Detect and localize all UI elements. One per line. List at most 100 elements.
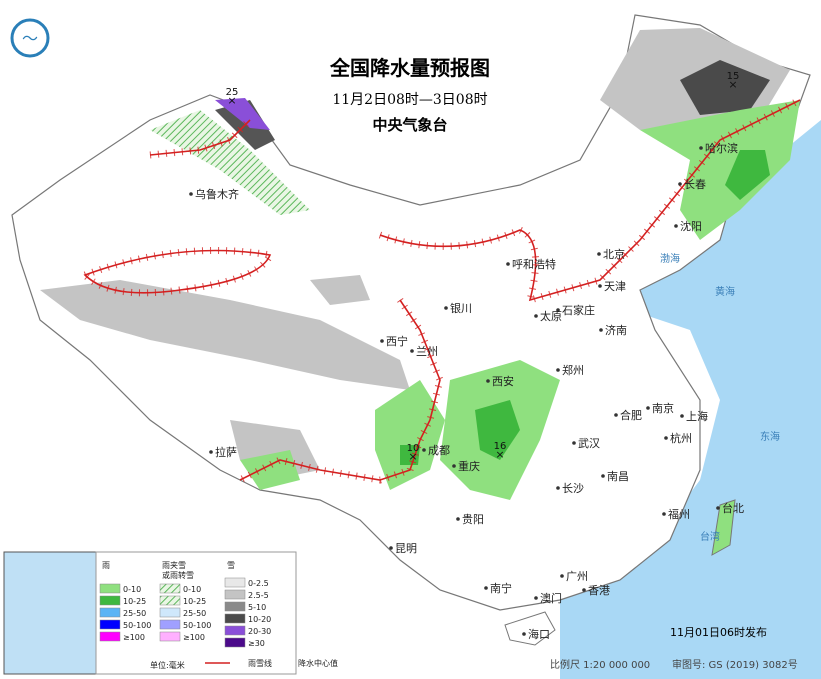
sea-label: 台湾 [700,530,720,543]
city-label: 南京 [652,401,674,415]
legend-swatch [224,637,246,648]
center-x: × [227,94,236,107]
legend-label: ≥100 [123,633,145,642]
city-label: 广州 [566,570,588,583]
city-label: 西安 [492,374,514,388]
city-dot [599,328,603,332]
logo [10,18,50,58]
city-label: 拉萨 [215,445,237,459]
city-dot [556,368,560,372]
city-dot [716,506,720,510]
city-label: 台北 [722,501,744,515]
city-dot [444,306,448,310]
legend-swatch [224,601,246,612]
legend-label: 0-10 [183,585,201,594]
city-dot [598,284,602,288]
city-label: 沈阳 [680,219,702,233]
legend-swatch [159,607,181,618]
city-label: 太原 [540,310,562,323]
city-dot [678,182,682,186]
taiwan [711,499,736,556]
city-dot [680,414,684,418]
legend-title: 雨夹雪 [162,560,186,570]
center-value: 10 [407,443,420,454]
legend-swatch [159,595,181,606]
city-label: 乌鲁木齐 [195,187,239,201]
legend-swatch [99,607,121,618]
city-dot [389,546,393,550]
legend-swatch [159,619,181,630]
city-label: 武汉 [578,437,600,450]
city-dot [522,632,526,636]
legend-box [95,551,297,675]
city-dot [506,262,510,266]
legend-swatch [99,583,121,594]
city-label: 长沙 [562,482,584,495]
legend-label: 25-50 [123,609,146,618]
city-label: 北京 [603,247,625,261]
legend-label: 0-2.5 [248,579,269,588]
city-label: 香港 [588,584,610,597]
legend-unit: 单位:毫米 [150,660,185,670]
legend-label: 50-100 [123,621,151,630]
city-label: 天津 [604,280,626,293]
legend-label: 25-50 [183,609,206,618]
city-dot [410,349,414,353]
legend-label: 50-100 [183,621,211,630]
city-label: 重庆 [458,459,480,473]
city-dot [572,441,576,445]
city-dot [582,588,586,592]
legend-swatch [159,631,181,642]
legend-center-label: 降水中心值 [298,658,338,668]
review: 审图号: GS (2019) 3082号 [672,658,798,671]
moderate-rain [400,150,770,465]
city-label: 上海 [686,409,708,423]
sea-label: 渤海 [660,252,680,265]
sea [560,120,821,679]
city-dot [560,574,564,578]
city-dot [614,413,618,417]
legend-title: 或雨转雪 [162,570,194,580]
heavy-snow [215,98,270,130]
scale: 比例尺 1:20 000 000 [550,658,650,671]
title: 全国降水量预报图 [329,56,490,80]
legend-swatch [159,583,181,594]
logo-mark: 〜 [22,29,38,48]
city-dot [699,146,703,150]
city-dot [556,308,560,312]
legend-swatch [224,589,246,600]
city-dot [664,436,668,440]
issued: 11月01日06时发布 [670,625,767,639]
legend-label: 0-10 [123,585,141,594]
legend-swatch [224,625,246,636]
legend-swatch [99,619,121,630]
city-dot [556,486,560,490]
city-dot [534,314,538,318]
city-label: 澳门 [540,591,562,605]
legend-label: 10-20 [248,615,271,624]
legend-swatch [99,595,121,606]
sea-label: 黄海 [715,285,735,298]
rain-snow-lines [83,99,801,481]
hainan [504,611,556,646]
legend-swatch [99,631,121,642]
subtitle: 11月2日08时—3日08时 [332,92,487,108]
center-value: 16 [494,441,507,452]
city-label: 杭州 [670,431,692,445]
city-label: 昆明 [395,542,417,555]
center-value: 25 [226,87,239,98]
legend-title: 雪 [227,561,235,570]
snow-areas [40,28,790,480]
legend-title: 雨 [102,561,110,570]
precip-centers: ×15×25×16×10 [226,71,740,463]
sleet-area [150,110,310,215]
city-label: 南宁 [490,581,512,595]
city-label: 贵阳 [462,513,484,526]
city-dot [209,450,213,454]
city-dot [601,474,605,478]
city-label: 福州 [668,507,690,521]
city-label: 呼和浩特 [512,257,556,271]
